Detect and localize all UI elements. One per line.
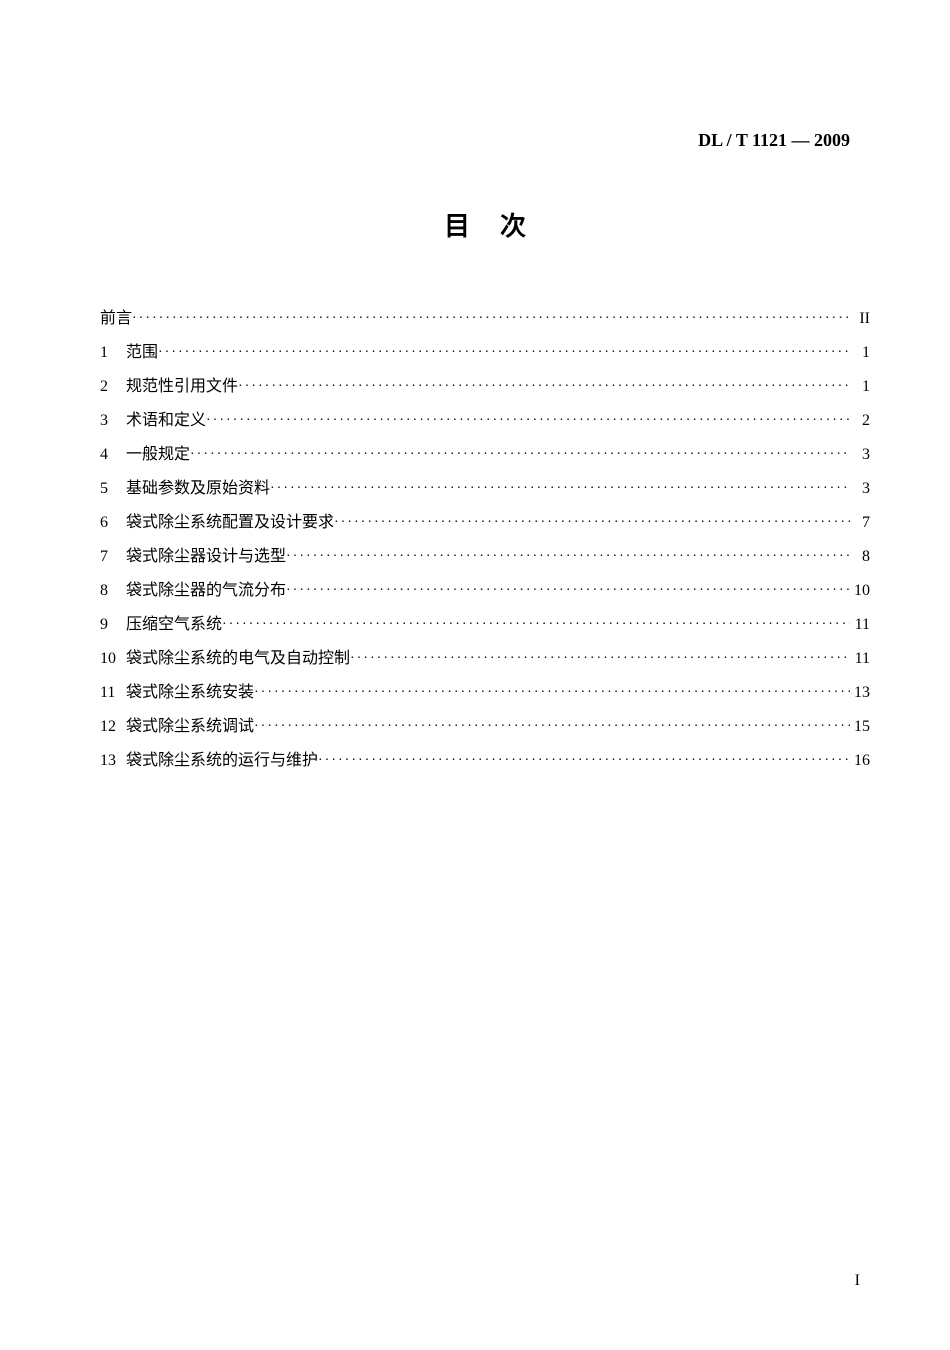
toc-text: 袋式除尘系统的电气及自动控制	[126, 643, 350, 675]
toc-text: 袋式除尘系统配置及设计要求	[126, 507, 334, 539]
toc-page: 3	[850, 439, 870, 471]
toc-row: 10袋式除尘系统的电气及自动控制························…	[100, 643, 870, 675]
standard-code: DL / T 1121 — 2009	[100, 130, 870, 151]
toc-number: 6	[100, 507, 126, 539]
toc-page: II	[850, 303, 870, 335]
toc-dots: ········································…	[270, 475, 850, 503]
toc-row: 前言······································…	[100, 303, 870, 335]
toc-text: 基础参数及原始资料	[126, 473, 270, 505]
toc-row: 5基础参数及原始资料······························…	[100, 473, 870, 505]
toc-number: 11	[100, 677, 126, 709]
page-number: I	[855, 1272, 860, 1290]
toc-row: 6袋式除尘系统配置及设计要求··························…	[100, 507, 870, 539]
toc-text: 袋式除尘器的气流分布	[126, 575, 286, 607]
toc-number: 5	[100, 473, 126, 505]
toc-number: 7	[100, 541, 126, 573]
toc-page: 1	[850, 337, 870, 369]
toc-page: 11	[850, 643, 870, 675]
toc-row: 8袋式除尘器的气流分布·····························…	[100, 575, 870, 607]
toc-text: 范围	[126, 337, 158, 369]
toc-number: 3	[100, 405, 126, 437]
toc-number: 12	[100, 711, 126, 743]
toc-text: 术语和定义	[126, 405, 206, 437]
toc-row: 4一般规定···································…	[100, 439, 870, 471]
toc-number: 8	[100, 575, 126, 607]
page-title: 目次	[100, 206, 870, 243]
toc-text: 一般规定	[126, 439, 190, 471]
toc-row: 7袋式除尘器设计与选型·····························…	[100, 541, 870, 573]
toc-dots: ········································…	[238, 373, 850, 401]
toc-text: 压缩空气系统	[126, 609, 222, 641]
toc-dots: ········································…	[222, 611, 850, 639]
toc-row: 12袋式除尘系统调试······························…	[100, 711, 870, 743]
toc-page: 13	[850, 677, 870, 709]
toc-text: 袋式除尘系统安装	[126, 677, 254, 709]
toc-text: 袋式除尘系统的运行与维护	[126, 745, 318, 777]
table-of-contents: 前言······································…	[100, 303, 870, 777]
toc-text: 袋式除尘器设计与选型	[126, 541, 286, 573]
toc-number: 2	[100, 371, 126, 403]
toc-number: 13	[100, 745, 126, 777]
toc-dots: ········································…	[286, 543, 850, 571]
toc-page: 16	[850, 745, 870, 777]
toc-row: 13袋式除尘系统的运行与维护··························…	[100, 745, 870, 777]
toc-number: 10	[100, 643, 126, 675]
toc-text: 前言	[100, 303, 132, 335]
toc-dots: ········································…	[318, 747, 850, 775]
toc-dots: ········································…	[132, 305, 850, 333]
toc-dots: ········································…	[334, 509, 850, 537]
toc-row: 1范围·····································…	[100, 337, 870, 369]
toc-row: 9压缩空气系统·································…	[100, 609, 870, 641]
toc-page: 2	[850, 405, 870, 437]
toc-dots: ········································…	[254, 679, 850, 707]
toc-row: 11袋式除尘系统安装······························…	[100, 677, 870, 709]
toc-number: 1	[100, 337, 126, 369]
toc-number: 4	[100, 439, 126, 471]
toc-page: 15	[850, 711, 870, 743]
toc-page: 8	[850, 541, 870, 573]
toc-row: 2规范性引用文件································…	[100, 371, 870, 403]
toc-dots: ········································…	[286, 577, 850, 605]
toc-page: 3	[850, 473, 870, 505]
toc-page: 7	[850, 507, 870, 539]
toc-dots: ········································…	[350, 645, 850, 673]
toc-dots: ········································…	[158, 339, 850, 367]
toc-page: 11	[850, 609, 870, 641]
toc-page: 10	[850, 575, 870, 607]
toc-number: 9	[100, 609, 126, 641]
toc-text: 规范性引用文件	[126, 371, 238, 403]
toc-page: 1	[850, 371, 870, 403]
toc-text: 袋式除尘系统调试	[126, 711, 254, 743]
toc-dots: ········································…	[206, 407, 850, 435]
toc-dots: ········································…	[190, 441, 850, 469]
toc-dots: ········································…	[254, 713, 850, 741]
toc-row: 3术语和定义··································…	[100, 405, 870, 437]
